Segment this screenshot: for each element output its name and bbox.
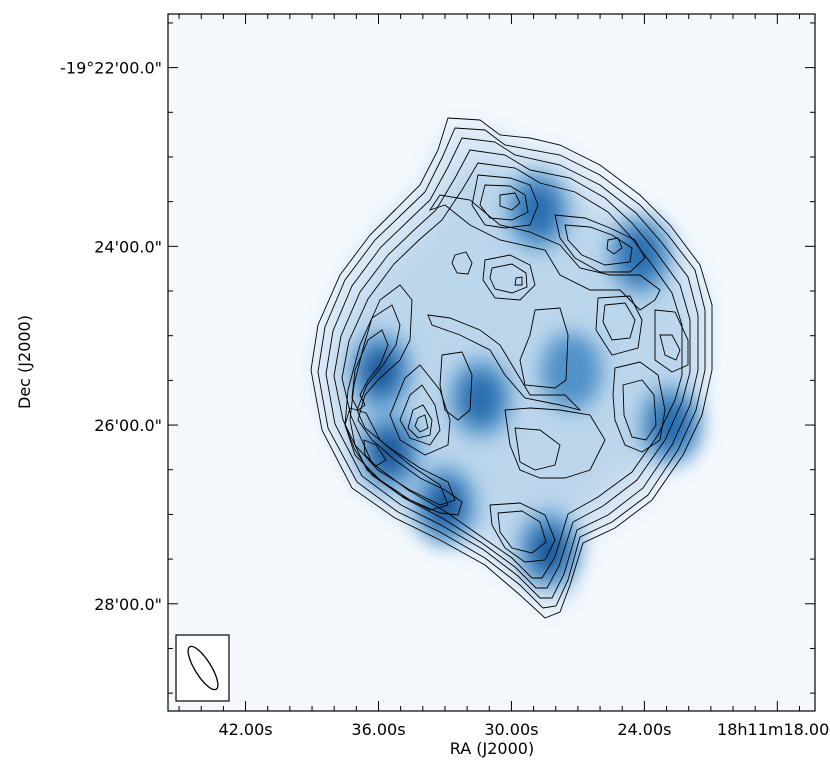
contour-26 [399, 384, 441, 446]
contour-33 [602, 302, 636, 341]
contour-10 [363, 439, 387, 467]
y-tick-label: 26'00.0" [94, 416, 162, 435]
contour-27 [407, 404, 433, 439]
contour-9 [344, 407, 449, 511]
beam-box [175, 634, 230, 702]
axis-ticks [168, 14, 815, 711]
emission-peak [536, 533, 563, 567]
beam-ellipse [187, 645, 219, 691]
contour-8 [351, 329, 389, 411]
contour-15 [564, 224, 633, 266]
contour-11 [471, 174, 539, 229]
contour-28 [414, 414, 429, 433]
contour-37 [428, 194, 661, 311]
contour-19 [659, 334, 681, 361]
contour-7 [349, 304, 456, 506]
contour-12 [479, 184, 529, 221]
contour-32 [451, 251, 473, 275]
emission-peak [650, 400, 691, 451]
contour-30 [489, 263, 528, 294]
contour-21 [489, 502, 556, 563]
contour-18 [622, 379, 657, 441]
contour-5 [341, 162, 683, 579]
source-mid-tone [335, 160, 695, 570]
contour-16 [606, 237, 623, 255]
contour-14 [554, 214, 646, 273]
contour-38 [427, 314, 582, 411]
x-tick-label: 18h11m18.00s [717, 720, 830, 739]
y-tick-label: 28'00.0" [94, 595, 162, 614]
y-axis-title: Dec (J2000) [15, 315, 34, 409]
contour-3 [325, 137, 699, 599]
emission-peak [544, 337, 599, 406]
contour-outer [310, 117, 713, 619]
x-tick-label: 30.00s [484, 720, 538, 739]
emission-peak [619, 230, 660, 281]
contour-13 [499, 192, 521, 211]
contour-25 [389, 364, 451, 456]
plot-frame [167, 13, 816, 712]
contour-31 [514, 276, 523, 286]
contour-2 [317, 127, 706, 609]
contour-6 [344, 284, 463, 516]
emission-peak [518, 185, 559, 236]
y-tick-label: 24'00.0" [94, 237, 162, 256]
x-tick-label: 36.00s [351, 720, 405, 739]
x-axis-title: RA (J2000) [450, 739, 534, 758]
contour-22 [497, 510, 547, 554]
x-tick-label: 24.00s [617, 720, 671, 739]
contour-23 [439, 351, 473, 421]
emission-peak [367, 355, 394, 388]
beam-inset [175, 634, 230, 702]
contour-17 [612, 361, 666, 453]
emission-peak [460, 373, 501, 424]
contour-20 [654, 309, 689, 373]
contour-lines [310, 117, 713, 619]
emission-peak [376, 435, 403, 469]
contour-35 [504, 407, 606, 479]
contour-29 [482, 254, 536, 301]
x-tick-label: 42.00s [218, 720, 272, 739]
emission-blobs [346, 168, 705, 593]
contour-34 [595, 295, 643, 356]
contour-24 [519, 307, 569, 389]
tick-labels: 42.00s 36.00s 30.00s 24.00s 18h11m18.00s -19°… [60, 59, 830, 739]
contour-36 [514, 427, 561, 471]
contour-4 [333, 149, 691, 589]
y-tick-label: -19°22'00.0" [60, 59, 162, 78]
